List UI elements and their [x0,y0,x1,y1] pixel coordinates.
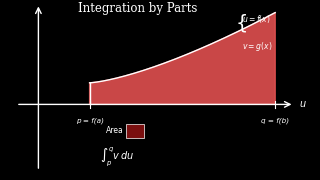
Polygon shape [90,13,275,104]
Text: $v = g(x)$: $v = g(x)$ [242,40,272,53]
Bar [126,124,144,138]
Text: q = f(b): q = f(b) [261,118,289,124]
Text: Integration by Parts: Integration by Parts [78,2,197,15]
Text: u: u [299,99,305,109]
Text: Area: Area [106,126,123,135]
Text: $\int_{p}^{q} v\,du$: $\int_{p}^{q} v\,du$ [100,145,134,168]
Text: p = f(a): p = f(a) [76,118,104,124]
Text: $u = f(x)$: $u = f(x)$ [242,13,270,25]
Text: $\{$: $\{$ [235,12,247,34]
